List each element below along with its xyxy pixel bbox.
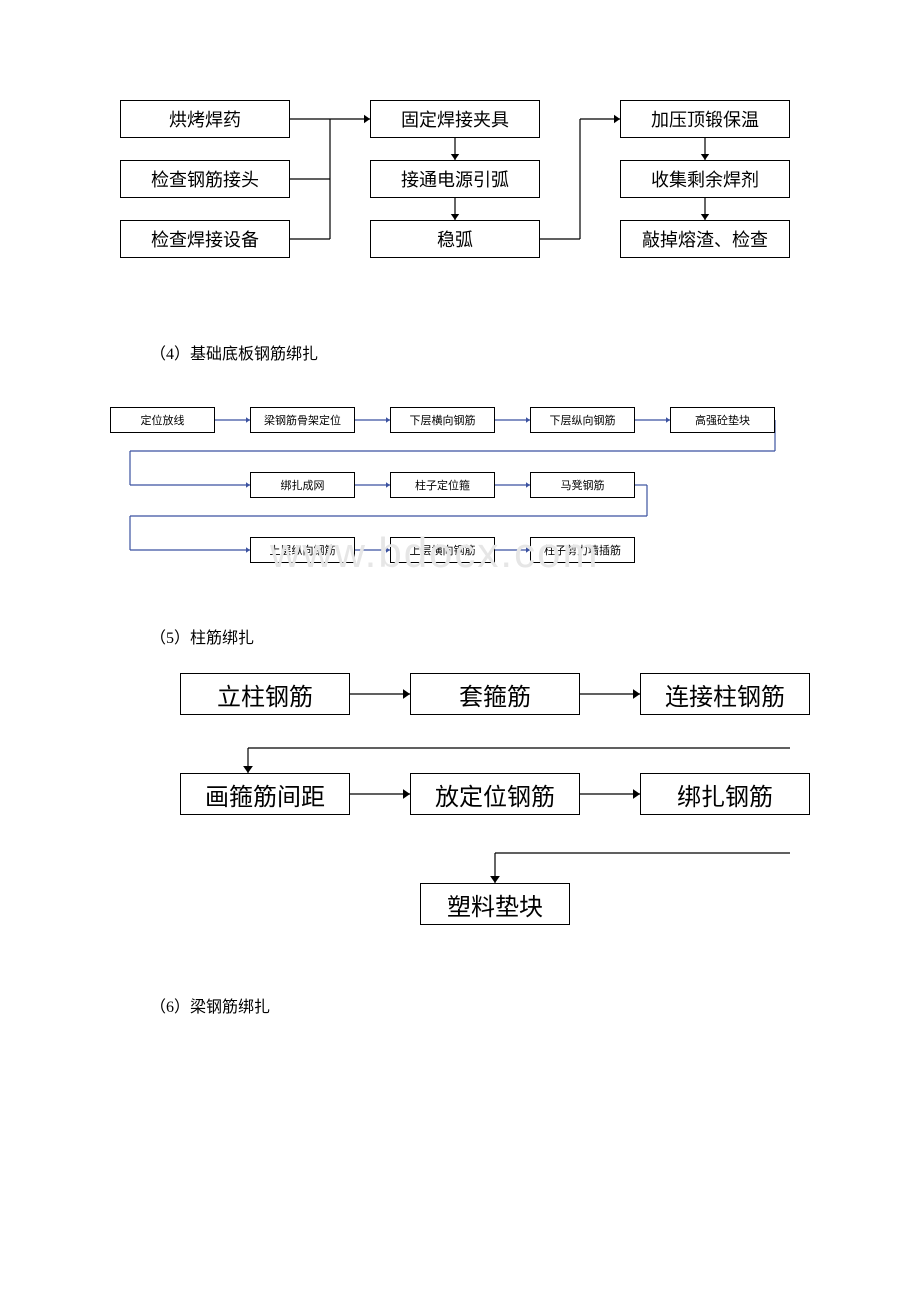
flow1-b32-label: 收集剩余焊剂 <box>621 161 789 197</box>
flow2-r2-0: 绑扎成网 <box>250 472 355 498</box>
flowchart-welding: 烘烤焊药检查钢筋接头检查焊接设备 固定焊接夹具接通电源引弧稳弧 加压顶锻保温收集剩余… <box>120 100 800 300</box>
flow1-b31: 加压顶锻保温 <box>620 100 790 138</box>
caption-6: （6）梁钢筋绑扎 <box>150 993 800 1017</box>
flow1-b21-label: 固定焊接夹具 <box>371 101 539 137</box>
flowchart-baseplate: 定位放线 梁钢筋骨架定位 下层横向钢筋 下层纵向钢筋 高强砼垫块绑扎成网 柱子定位箍 马凳钢… <box>110 389 810 584</box>
flow2-r2-2-label: 马凳钢筋 <box>531 473 634 497</box>
flow3-r2-2: 绑扎钢筋 <box>640 773 810 815</box>
flow3-final-label: 塑料垫块 <box>421 884 569 924</box>
flow2-r2-0-label: 绑扎成网 <box>251 473 354 497</box>
flowchart-column: 立柱钢筋套箍筋连接柱钢筋画箍筋间距放定位钢筋绑扎钢筋塑料垫块 <box>150 673 790 953</box>
flow1-b32: 收集剩余焊剂 <box>620 160 790 198</box>
flow3-r1-1: 套箍筋 <box>410 673 580 715</box>
flow1-b22: 接通电源引弧 <box>370 160 540 198</box>
flow2-r1-0: 定位放线 <box>110 407 215 433</box>
flow1-b31-label: 加压顶锻保温 <box>621 101 789 137</box>
flow1-b12-label: 检查钢筋接头 <box>121 161 289 197</box>
flow2-r1-0-label: 定位放线 <box>111 408 214 432</box>
flow1-b12: 检查钢筋接头 <box>120 160 290 198</box>
caption-5: （5）柱筋绑扎 <box>150 624 800 648</box>
flow3-r2-1-label: 放定位钢筋 <box>411 774 579 814</box>
flow2-r1-4: 高强砼垫块 <box>670 407 775 433</box>
flow1-b33-label: 敲掉熔渣、检查 <box>621 221 789 257</box>
flow1-b11: 烘烤焊药 <box>120 100 290 138</box>
flow3-r1-2-label: 连接柱钢筋 <box>641 674 809 714</box>
flow1-b23: 稳弧 <box>370 220 540 258</box>
flow1-b21: 固定焊接夹具 <box>370 100 540 138</box>
flow1-b33: 敲掉熔渣、检查 <box>620 220 790 258</box>
flow1-b13: 检查焊接设备 <box>120 220 290 258</box>
flow2-r1-1: 梁钢筋骨架定位 <box>250 407 355 433</box>
flow3-r1-0: 立柱钢筋 <box>180 673 350 715</box>
flow3-r1-0-label: 立柱钢筋 <box>181 674 349 714</box>
flow2-r1-3-label: 下层纵向钢筋 <box>531 408 634 432</box>
watermark: www.bdocx.com <box>270 529 599 577</box>
flow1-b11-label: 烘烤焊药 <box>121 101 289 137</box>
flow1-b13-label: 检查焊接设备 <box>121 221 289 257</box>
flow2-r2-1: 柱子定位箍 <box>390 472 495 498</box>
flow1-b23-label: 稳弧 <box>371 221 539 257</box>
flow3-r1-2: 连接柱钢筋 <box>640 673 810 715</box>
flow3-r2-2-label: 绑扎钢筋 <box>641 774 809 814</box>
document-page: 烘烤焊药检查钢筋接头检查焊接设备 固定焊接夹具接通电源引弧稳弧 加压顶锻保温收集剩余… <box>0 0 920 1102</box>
flow2-r2-2: 马凳钢筋 <box>530 472 635 498</box>
flow3-r2-0-label: 画箍筋间距 <box>181 774 349 814</box>
flow2-r1-2: 下层横向钢筋 <box>390 407 495 433</box>
flow3-r1-1-label: 套箍筋 <box>411 674 579 714</box>
flow2-r1-4-label: 高强砼垫块 <box>671 408 774 432</box>
flow3-final: 塑料垫块 <box>420 883 570 925</box>
flow3-r2-0: 画箍筋间距 <box>180 773 350 815</box>
flow1-b22-label: 接通电源引弧 <box>371 161 539 197</box>
flow2-r1-2-label: 下层横向钢筋 <box>391 408 494 432</box>
flow2-r1-1-label: 梁钢筋骨架定位 <box>251 408 354 432</box>
flow3-r2-1: 放定位钢筋 <box>410 773 580 815</box>
flow2-r1-3: 下层纵向钢筋 <box>530 407 635 433</box>
caption-4: （4）基础底板钢筋绑扎 <box>150 340 800 364</box>
flow2-r2-1-label: 柱子定位箍 <box>391 473 494 497</box>
